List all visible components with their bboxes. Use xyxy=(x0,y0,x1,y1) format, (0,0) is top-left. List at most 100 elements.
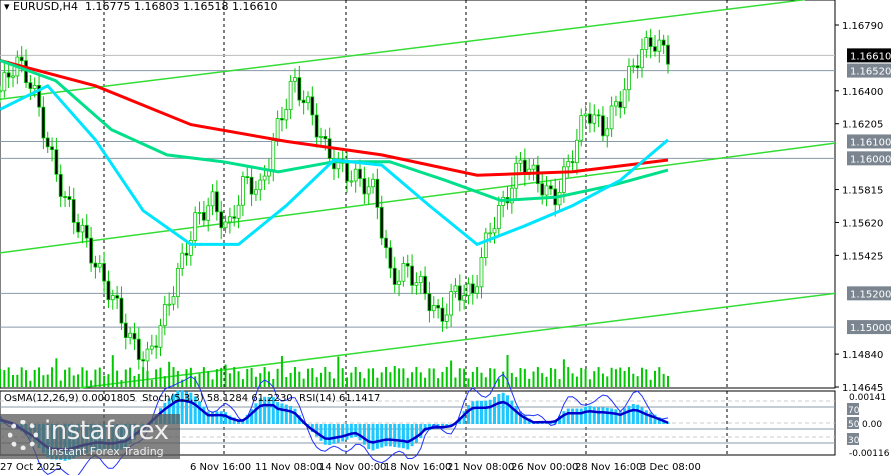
candle-body xyxy=(405,263,410,267)
volume-bar xyxy=(107,374,110,387)
osma-bar xyxy=(323,424,327,445)
candle-body xyxy=(71,199,76,223)
low-price: 1.16518 xyxy=(182,0,229,13)
osma-bar xyxy=(202,406,206,424)
candle-body xyxy=(149,345,154,350)
candle-body xyxy=(310,96,315,116)
candle-body xyxy=(345,162,349,182)
volume-bar xyxy=(3,370,6,387)
candle-body xyxy=(271,140,276,171)
osma-bar xyxy=(492,396,496,424)
volume-bar xyxy=(445,367,448,387)
candle-body xyxy=(414,282,419,286)
candle-body xyxy=(301,99,306,104)
osma-bar xyxy=(401,424,405,449)
volume-bar xyxy=(42,375,45,387)
volume-bar xyxy=(354,367,357,387)
candle-body xyxy=(583,113,588,117)
candle-body xyxy=(475,286,480,294)
volume-bar xyxy=(510,372,513,387)
osma-bar xyxy=(636,404,640,424)
level-label: 1.16000 xyxy=(850,154,891,165)
osma-bar xyxy=(289,405,293,424)
time-label: 3 Dec 08:00 xyxy=(640,462,701,473)
osma-bar xyxy=(254,403,258,424)
osma-bar xyxy=(354,424,358,437)
volume-bar xyxy=(241,379,244,387)
candle-body xyxy=(232,216,237,219)
osma-bar xyxy=(657,417,661,424)
volume-bar xyxy=(38,367,41,387)
stoch-label: Stoch(5,3,3) 58.1284 61.2230 xyxy=(142,393,293,404)
volume-bar xyxy=(328,371,331,387)
candle-body xyxy=(76,222,80,233)
candle-body xyxy=(84,224,89,239)
volume-bar xyxy=(580,367,583,387)
candle-body xyxy=(254,189,258,195)
candle-body xyxy=(518,159,523,164)
candle-body xyxy=(93,262,98,268)
osma-bar xyxy=(211,411,215,424)
volume-bar xyxy=(94,369,97,387)
candle-body xyxy=(544,185,549,196)
osma-bar xyxy=(466,405,470,424)
rsi-level-badge xyxy=(847,433,859,445)
volume-bar xyxy=(532,371,535,387)
candle-body xyxy=(492,228,497,234)
volume-bar xyxy=(246,368,249,387)
candle-body xyxy=(180,252,185,269)
volume-bar xyxy=(7,367,10,387)
high-price: 1.16803 xyxy=(133,0,180,13)
osma-bar xyxy=(358,424,362,441)
time-label: 21 Nov 08:00 xyxy=(447,462,514,473)
volume-bar xyxy=(463,368,466,387)
osma-bar xyxy=(250,409,254,424)
volume-bar xyxy=(211,379,214,387)
volume-bar xyxy=(411,372,414,387)
candle-body xyxy=(136,338,141,360)
candle-body xyxy=(19,56,24,62)
volume-bar xyxy=(198,373,201,387)
osma-bar xyxy=(215,411,219,424)
price-tick-label: 1.15425 xyxy=(842,251,883,262)
trendline xyxy=(0,0,806,101)
close-price: 1.16610 xyxy=(231,0,278,13)
candle-body xyxy=(319,136,323,138)
candle-body xyxy=(97,263,102,268)
volume-bar xyxy=(623,371,626,387)
candle-body xyxy=(614,101,618,107)
candle-body xyxy=(197,211,202,214)
volume-bar xyxy=(419,372,422,387)
candle-body xyxy=(80,224,85,233)
volume-bar xyxy=(667,375,669,387)
candle-body xyxy=(570,161,575,164)
candle-body xyxy=(392,267,397,285)
osma-bar xyxy=(523,415,527,424)
osma-bar xyxy=(341,424,345,442)
volume-bar xyxy=(306,368,309,387)
candle-body xyxy=(119,297,124,324)
volume-bar xyxy=(467,378,470,387)
volume-bar xyxy=(124,369,127,387)
volume-bar xyxy=(20,367,23,387)
candle-body xyxy=(284,109,289,121)
candle-body xyxy=(496,205,501,230)
rsi-level-badge xyxy=(847,403,859,415)
candle-body xyxy=(11,75,15,78)
osma-bar xyxy=(575,408,579,424)
candle-body xyxy=(657,39,662,52)
candle-body xyxy=(297,77,302,101)
volume-bar xyxy=(493,368,496,387)
time-label: 27 Oct 2025 xyxy=(0,462,62,473)
osma-bar xyxy=(375,424,379,449)
volume-bar xyxy=(263,367,266,387)
candle-body xyxy=(28,82,33,89)
candle-body xyxy=(50,146,54,151)
candle-body xyxy=(184,252,189,256)
osma-bar xyxy=(631,404,635,424)
candle-body xyxy=(219,211,224,229)
osma-bar xyxy=(345,424,349,440)
candle-body xyxy=(449,291,454,316)
osma-bar xyxy=(614,409,618,424)
